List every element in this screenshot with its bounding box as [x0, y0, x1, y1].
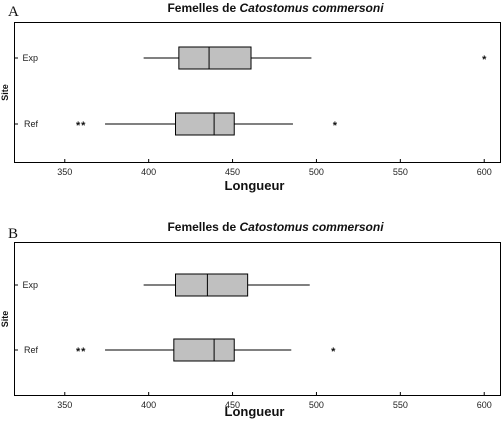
x-tick-label: 500: [309, 400, 324, 410]
outlier-marker: *: [76, 346, 81, 358]
box-ref: * * *: [76, 338, 336, 362]
category-label: Ref: [24, 119, 39, 129]
x-tick-label: 550: [393, 400, 408, 410]
panel-letter: A: [8, 4, 19, 20]
x-tick-label: 350: [57, 400, 72, 410]
outlier-marker: *: [76, 120, 81, 132]
chart-title-species: Catostomus commersoni: [240, 1, 385, 15]
x-tick-label: 500: [309, 167, 324, 177]
plot-frame: [14, 242, 501, 396]
box-exp: [143, 273, 310, 297]
chart-title: Femelles de Catostomus commersoni: [167, 220, 384, 234]
chart-title: Femelles de Catostomus commersoni: [167, 1, 384, 15]
category-label: Exp: [22, 53, 38, 63]
x-axis-title: Longueur: [225, 404, 285, 419]
panel-letter: B: [8, 226, 18, 242]
chart-panel-b: B Femelles de Catostomus commersoni Site Ex…: [0, 220, 501, 419]
chart-title-species: Catostomus commersoni: [240, 220, 385, 234]
box-ref: * * *: [76, 112, 338, 136]
chart-title-prefix: Femelles de: [167, 220, 239, 234]
y-axis-title: Site: [0, 311, 10, 328]
box-iqr: [173, 338, 235, 362]
box-exp: *: [143, 46, 487, 70]
x-tick-label: 400: [141, 167, 156, 177]
x-tick-label: 550: [393, 167, 408, 177]
plot-frame: [14, 22, 501, 163]
box-iqr: [178, 46, 252, 70]
x-tick-label: 400: [141, 400, 156, 410]
category-label: Ref: [24, 345, 39, 355]
outlier-marker: *: [81, 346, 86, 358]
y-axis-title: Site: [0, 84, 10, 101]
category-label: Exp: [22, 280, 38, 290]
x-tick-label: 600: [477, 400, 492, 410]
x-tick-label: 350: [57, 167, 72, 177]
x-tick-label: 450: [225, 400, 240, 410]
outlier-marker: *: [331, 346, 336, 358]
x-axis-title: Longueur: [225, 178, 285, 193]
x-tick-label: 600: [477, 167, 492, 177]
x-tick-label: 450: [225, 167, 240, 177]
outlier-marker: *: [81, 120, 86, 132]
box-iqr: [175, 273, 249, 297]
box-iqr: [175, 112, 235, 136]
outlier-marker: *: [333, 120, 338, 132]
outlier-marker: *: [482, 54, 487, 66]
chart-panel-a: A Femelles de Catostomus commersoni Site Ex…: [0, 1, 501, 193]
chart-title-prefix: Femelles de: [167, 1, 239, 15]
